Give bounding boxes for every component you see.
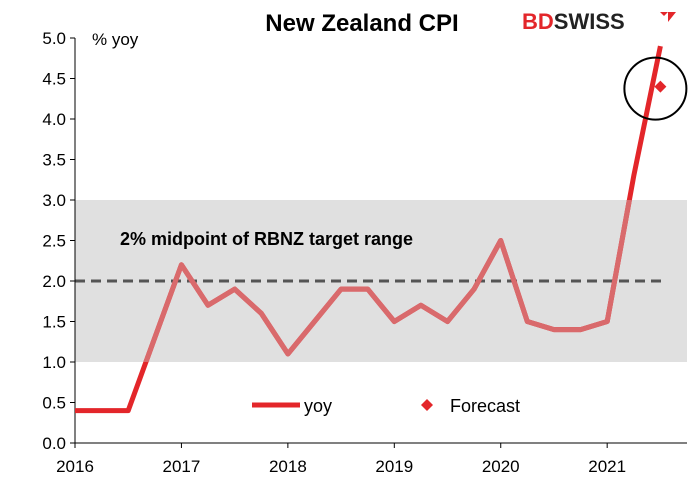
legend-forecast-marker — [421, 399, 433, 411]
x-tick-label: 2021 — [588, 457, 626, 476]
y-tick-label: 1.5 — [42, 313, 66, 332]
logo-arrow-icon — [652, 12, 676, 28]
yoy-line-in-band — [143, 200, 632, 362]
forecast-series — [654, 80, 667, 93]
y-tick-label: 0.5 — [42, 394, 66, 413]
x-axis: 2016 2017 2018 2019 2020 2021 — [56, 443, 626, 476]
y-tick-label: 5.0 — [42, 29, 66, 48]
chart-title: New Zealand CPI — [265, 10, 458, 37]
legend-forecast-label: Forecast — [450, 396, 520, 416]
y-tick-label: 2.0 — [42, 272, 66, 291]
x-tick-label: 2020 — [482, 457, 520, 476]
svg-text:BDSWISS: BDSWISS — [522, 9, 625, 34]
y-tick-label: 1.0 — [42, 353, 66, 372]
x-tick-label: 2016 — [56, 457, 94, 476]
y-axis-unit-label: % yoy — [92, 30, 139, 49]
y-tick-label: 2.5 — [42, 232, 66, 251]
x-tick-label: 2017 — [163, 457, 201, 476]
legend: yoy Forecast — [252, 396, 520, 416]
y-tick-label: 4.5 — [42, 70, 66, 89]
band-label: 2% midpoint of RBNZ target range — [120, 229, 413, 249]
logo-bd: BD — [522, 9, 554, 34]
y-tick-label: 0.0 — [42, 434, 66, 453]
logo-swiss: SWISS — [554, 9, 625, 34]
forecast-point — [654, 80, 667, 93]
y-tick-label: 4.0 — [42, 110, 66, 129]
forecast-highlight-circle — [623, 56, 688, 121]
yoy-series-inside-band — [143, 200, 632, 362]
legend-yoy-label: yoy — [304, 396, 332, 416]
x-tick-label: 2019 — [375, 457, 413, 476]
y-axis: 0.0 0.5 1.0 1.5 2.0 2.5 3.0 3.5 4.0 4.5 5.0 — [42, 29, 75, 453]
y-tick-label: 3.5 — [42, 151, 66, 170]
x-tick-label: 2018 — [269, 457, 307, 476]
y-tick-label: 3.0 — [42, 191, 66, 210]
bdswiss-logo: BDSWISS — [522, 9, 676, 34]
